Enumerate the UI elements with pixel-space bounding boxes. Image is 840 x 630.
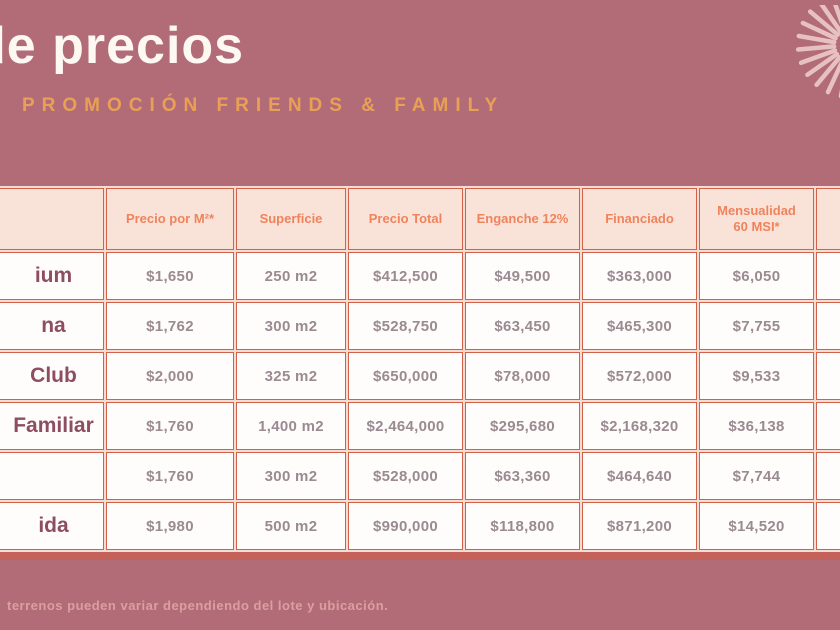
sunburst-rays-icon — [795, 5, 840, 99]
cell-precio-m2: $2,000 — [106, 352, 234, 400]
cell-extra-clipped: $ — [816, 452, 840, 500]
row-label: Club — [0, 352, 104, 400]
cell-precio-m2: $1,980 — [106, 502, 234, 550]
cell-superficie: 1,400 m2 — [236, 402, 346, 450]
cell-precio-m2: $1,762 — [106, 302, 234, 350]
cell-superficie: 300 m2 — [236, 452, 346, 500]
table-bottom-band — [0, 552, 840, 560]
cell-mensualidad: $7,744 — [699, 452, 814, 500]
table-row: na $1,762 300 m2 $528,750 $63,450 $465,3… — [0, 302, 840, 350]
header-precio-total: Precio Total — [348, 188, 463, 250]
cell-superficie: 500 m2 — [236, 502, 346, 550]
cell-mensualidad: $9,533 — [699, 352, 814, 400]
cell-precio-total: $412,500 — [348, 252, 463, 300]
cell-precio-total: $2,464,000 — [348, 402, 463, 450]
cell-extra-clipped: $ — [816, 252, 840, 300]
disclaimer-footnote: terrenos pueden variar dependiendo del l… — [7, 598, 389, 613]
header-extra-clipped: Me n EV — [816, 188, 840, 250]
cell-mensualidad: $7,755 — [699, 302, 814, 350]
table-row: ida $1,980 500 m2 $990,000 $118,800 $871… — [0, 502, 840, 550]
header-superficie: Superficie — [236, 188, 346, 250]
row-label — [0, 452, 104, 500]
cell-precio-m2: $1,760 — [106, 452, 234, 500]
cell-precio-total: $650,000 — [348, 352, 463, 400]
cell-enganche: $118,800 — [465, 502, 580, 550]
page-title: de precios — [0, 17, 245, 75]
cell-mensualidad: $6,050 — [699, 252, 814, 300]
cell-precio-m2: $1,650 — [106, 252, 234, 300]
header-label-col — [0, 188, 104, 250]
row-label: ida — [0, 502, 104, 550]
pricing-table: Precio por M²* Superficie Precio Total E… — [0, 186, 840, 552]
cell-precio-total: $990,000 — [348, 502, 463, 550]
cell-enganche: $63,360 — [465, 452, 580, 500]
table-row: Club $2,000 325 m2 $650,000 $78,000 $572… — [0, 352, 840, 400]
table-row: ium $1,650 250 m2 $412,500 $49,500 $363,… — [0, 252, 840, 300]
cell-financiado: $572,000 — [582, 352, 697, 400]
cell-extra-clipped: $ — [816, 302, 840, 350]
cell-superficie: 325 m2 — [236, 352, 346, 400]
row-label: na — [0, 302, 104, 350]
cell-precio-total: $528,750 — [348, 302, 463, 350]
header-precio-m2: Precio por M²* — [106, 188, 234, 250]
header-enganche: Enganche 12% — [465, 188, 580, 250]
cell-financiado: $2,168,320 — [582, 402, 697, 450]
cell-extra-clipped: $ — [816, 402, 840, 450]
cell-precio-total: $528,000 — [348, 452, 463, 500]
cell-superficie: 250 m2 — [236, 252, 346, 300]
cell-extra-clipped: $ — [816, 352, 840, 400]
header-mensualidad: Mensualidad 60 MSI* — [699, 188, 814, 250]
cell-financiado: $464,640 — [582, 452, 697, 500]
table-row: $1,760 300 m2 $528,000 $63,360 $464,640 … — [0, 452, 840, 500]
cell-superficie: 300 m2 — [236, 302, 346, 350]
cell-financiado: $871,200 — [582, 502, 697, 550]
cell-enganche: $78,000 — [465, 352, 580, 400]
promo-subtitle: PROMOCIÓN FRIENDS & FAMILY — [22, 95, 505, 116]
cell-mensualidad: $14,520 — [699, 502, 814, 550]
cell-enganche: $295,680 — [465, 402, 580, 450]
row-label: Familiar — [0, 402, 104, 450]
header-financiado: Financiado — [582, 188, 697, 250]
row-label: ium — [0, 252, 104, 300]
header-row: Precio por M²* Superficie Precio Total E… — [0, 188, 840, 250]
cell-mensualidad: $36,138 — [699, 402, 814, 450]
cell-enganche: $63,450 — [465, 302, 580, 350]
cell-precio-m2: $1,760 — [106, 402, 234, 450]
cell-financiado: $363,000 — [582, 252, 697, 300]
pricing-table-container: Precio por M²* Superficie Precio Total E… — [0, 186, 840, 560]
cell-extra-clipped: $ — [816, 502, 840, 550]
cell-financiado: $465,300 — [582, 302, 697, 350]
table-row: Familiar $1,760 1,400 m2 $2,464,000 $295… — [0, 402, 840, 450]
cell-enganche: $49,500 — [465, 252, 580, 300]
